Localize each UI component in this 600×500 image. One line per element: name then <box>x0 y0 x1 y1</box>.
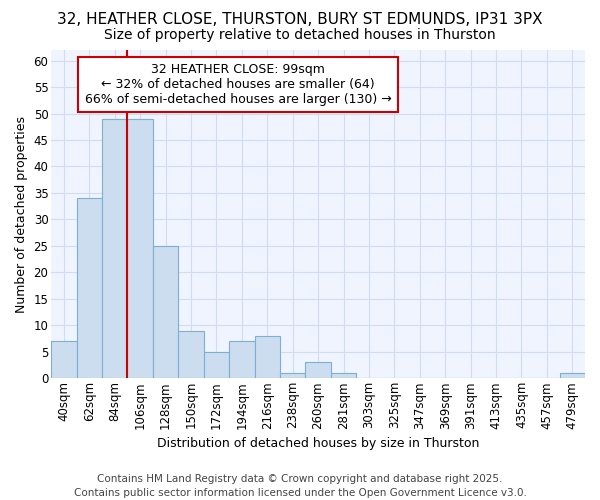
Text: 32 HEATHER CLOSE: 99sqm
← 32% of detached houses are smaller (64)
66% of semi-de: 32 HEATHER CLOSE: 99sqm ← 32% of detache… <box>85 63 391 106</box>
Bar <box>153 246 178 378</box>
Bar <box>127 119 153 378</box>
Bar <box>204 352 229 378</box>
Bar <box>280 373 305 378</box>
X-axis label: Distribution of detached houses by size in Thurston: Distribution of detached houses by size … <box>157 437 479 450</box>
Bar <box>254 336 280 378</box>
Text: Contains HM Land Registry data © Crown copyright and database right 2025.
Contai: Contains HM Land Registry data © Crown c… <box>74 474 526 498</box>
Bar <box>51 341 77 378</box>
Bar <box>560 373 585 378</box>
Text: 32, HEATHER CLOSE, THURSTON, BURY ST EDMUNDS, IP31 3PX: 32, HEATHER CLOSE, THURSTON, BURY ST EDM… <box>57 12 543 28</box>
Bar <box>102 119 127 378</box>
Bar <box>331 373 356 378</box>
Bar <box>77 198 102 378</box>
Bar <box>229 341 254 378</box>
Bar <box>305 362 331 378</box>
Text: Size of property relative to detached houses in Thurston: Size of property relative to detached ho… <box>104 28 496 42</box>
Y-axis label: Number of detached properties: Number of detached properties <box>15 116 28 312</box>
Bar <box>178 330 204 378</box>
